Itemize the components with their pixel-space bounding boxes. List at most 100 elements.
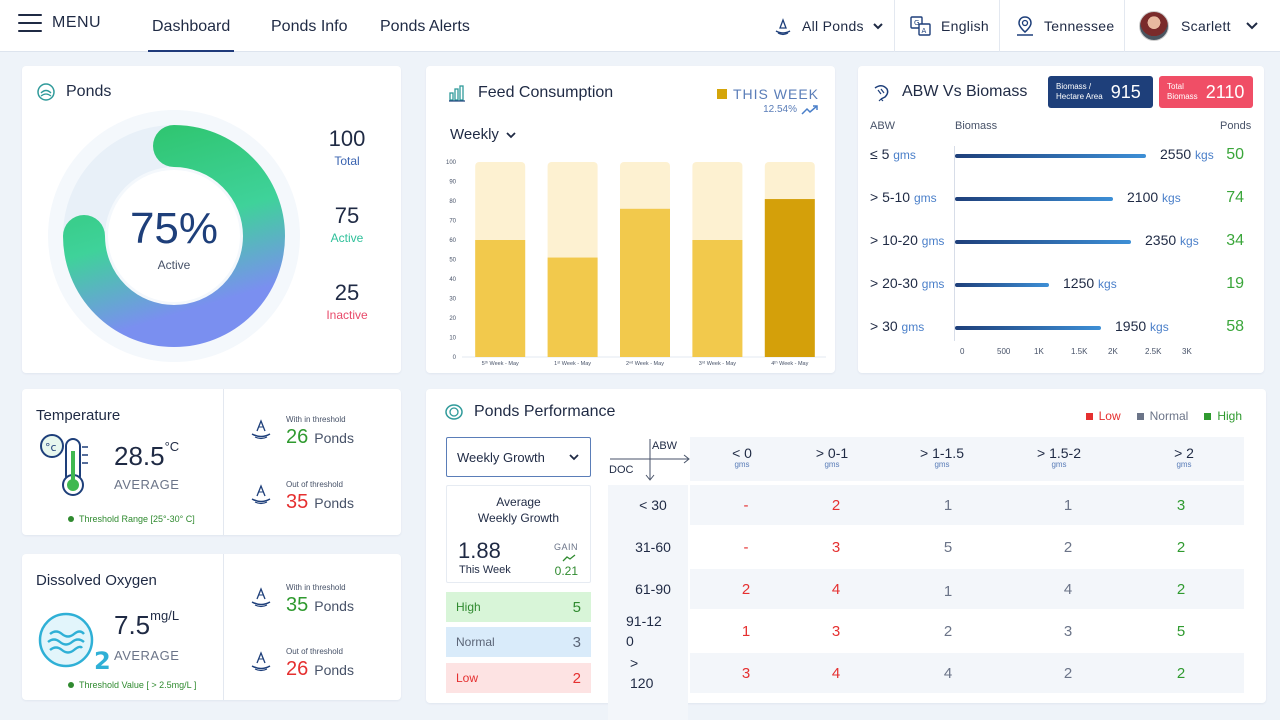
table-cell[interactable]: 2 <box>943 623 953 640</box>
abw-row: > 10-20 gms 2350 kgs 34 <box>858 232 1264 252</box>
level-normal[interactable]: Normal 3 <box>446 627 591 657</box>
table-cell[interactable]: 4 <box>831 581 841 598</box>
abw-range: > 30 <box>870 318 898 334</box>
biomass-value-label: 1950 kgs <box>1115 318 1169 334</box>
table-cell[interactable]: 3 <box>831 539 841 556</box>
column-label: < 0 <box>732 445 752 461</box>
active-value: 75 <box>334 203 360 228</box>
table-cell[interactable]: 5 <box>1176 623 1186 640</box>
table-cell[interactable]: 1 <box>943 497 953 514</box>
location-selector[interactable]: Tennessee <box>999 0 1128 52</box>
column-header: > 2 gms <box>1144 445 1224 471</box>
oxygen-icon: 2 <box>38 612 111 672</box>
y-tick-label: 70 <box>449 219 456 225</box>
tab-ponds-info[interactable]: Ponds Info <box>271 18 348 35</box>
table-cell[interactable]: 1 <box>1063 497 1073 514</box>
table-cell[interactable]: 2 <box>741 581 751 598</box>
y-tick-label: 60 <box>449 238 456 244</box>
table-cell[interactable]: 4 <box>831 665 841 682</box>
doc-row-label: 91-12 0 <box>626 611 692 651</box>
table-cell[interactable]: 1 <box>741 623 751 640</box>
table-cell[interactable]: 1 <box>943 583 953 600</box>
x-tick-label: 2ⁿᵈ Week - May <box>626 360 664 366</box>
bar[interactable] <box>692 240 743 357</box>
legend-swatch <box>1204 412 1212 420</box>
unit-kgs: kgs <box>1195 148 1214 162</box>
table-cell[interactable]: 4 <box>1063 581 1073 598</box>
table-cell[interactable]: 3 <box>831 623 841 640</box>
bar[interactable] <box>475 240 526 357</box>
abw-biomass-card: ABW Vs Biomass Biomass / Hectare Area 915… <box>858 66 1264 373</box>
chevron-down-icon <box>1246 22 1258 30</box>
out-label: Out of threshold <box>286 647 343 656</box>
table-cell[interactable]: 2 <box>1176 581 1186 598</box>
level-high[interactable]: High 5 <box>446 592 591 622</box>
biomass-value: 2350 <box>1145 232 1177 248</box>
temp-out-threshold: Out of threshold 35 Ponds <box>248 480 354 514</box>
grid-header: < 0 gms > 0-1 gms > 1-1.5 gms > 1.5-2 gms > … <box>690 437 1244 481</box>
legend-low: Low <box>1085 409 1121 423</box>
metric-select-value: Weekly Growth <box>457 449 545 465</box>
donut-active-arc <box>63 125 285 347</box>
level-label: High <box>456 600 481 614</box>
unit-gms: gms <box>893 148 916 162</box>
active-label: Active <box>330 231 364 245</box>
bar[interactable] <box>620 208 670 357</box>
doc-label-line1: > <box>630 655 639 671</box>
table-cell[interactable]: 3 <box>1176 497 1186 514</box>
out-label: Out of threshold <box>286 480 343 489</box>
table-cell[interactable]: 2 <box>831 497 841 514</box>
table-cell[interactable]: 3 <box>741 665 751 682</box>
table-cell[interactable]: 2 <box>1176 665 1186 682</box>
within-value: 26 <box>286 426 309 448</box>
bar[interactable] <box>547 257 598 357</box>
ponds-word: Ponds <box>314 430 354 446</box>
biomass-value-label: 1250 kgs <box>1063 275 1117 291</box>
language-label: English <box>941 18 990 34</box>
table-cell[interactable]: 2 <box>1063 665 1073 682</box>
unit-gms: gms <box>913 191 937 205</box>
level-label: Normal <box>456 635 495 649</box>
metric-select[interactable]: Weekly Growth <box>446 437 591 477</box>
pond-filter-dropdown[interactable]: All Ponds <box>758 0 898 52</box>
level-low[interactable]: Low 2 <box>446 663 591 693</box>
table-cell[interactable]: 3 <box>1063 623 1073 640</box>
location-label: Tennessee <box>1044 18 1115 34</box>
user-menu[interactable]: Scarlett <box>1124 0 1280 52</box>
legend-swatch <box>716 89 727 99</box>
table-cell[interactable]: - <box>743 497 749 514</box>
table-cell[interactable]: 5 <box>943 539 953 556</box>
unit-kgs: kgs <box>1162 191 1181 205</box>
table-cell[interactable]: - <box>743 539 749 556</box>
column-unit: gms <box>1176 460 1192 469</box>
column-label: > 1-1.5 <box>920 445 964 461</box>
y-tick-label: 50 <box>449 258 456 264</box>
trend-up-icon <box>801 104 818 115</box>
menu-button[interactable]: MENU <box>18 14 101 32</box>
temperature-unit: °C <box>164 439 180 454</box>
abw-range: > 20-30 <box>870 275 918 291</box>
total-biomass-badge: Total Biomass 2110 <box>1159 76 1253 108</box>
column-label: > 2 <box>1174 445 1194 461</box>
tab-ponds-alerts[interactable]: Ponds Alerts <box>380 18 470 35</box>
svg-text:2: 2 <box>94 647 111 672</box>
unit-gms: gms <box>921 234 945 248</box>
column-label: > 1.5-2 <box>1037 445 1081 461</box>
abw-row: > 5-10 gms 2100 kgs 74 <box>858 189 1264 209</box>
biomass-column-header: Biomass <box>955 120 998 132</box>
status-dot <box>68 682 74 688</box>
biomass-per-hectare-badge: Biomass / Hectare Area 915 <box>1048 76 1153 108</box>
table-cell[interactable]: 4 <box>943 665 953 682</box>
abw-range-label: > 30 gms <box>870 318 924 334</box>
performance-legend: Low Normal High <box>1085 409 1242 423</box>
abw-range: > 10-20 <box>870 232 918 248</box>
table-cell[interactable]: 2 <box>1063 539 1073 556</box>
biomass-bar <box>955 283 1049 287</box>
axis-tick-label: 3K <box>1182 347 1192 356</box>
tab-dashboard[interactable]: Dashboard <box>148 0 235 52</box>
period-select[interactable]: Weekly <box>450 126 517 143</box>
bar[interactable] <box>764 199 815 357</box>
gain-label: GAIN <box>553 542 578 552</box>
table-cell[interactable]: 2 <box>1176 539 1186 556</box>
